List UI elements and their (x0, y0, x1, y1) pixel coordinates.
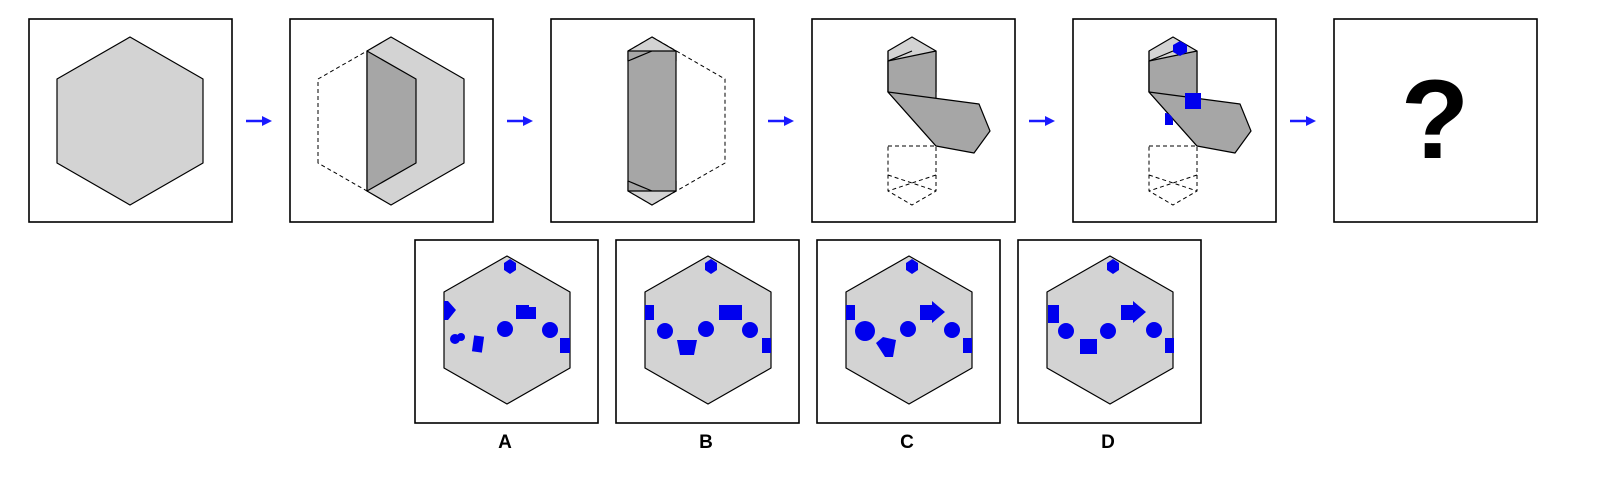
option-a-panel[interactable]: A (414, 239, 599, 453)
option-d-panel[interactable]: D (1017, 239, 1202, 453)
arrow-2 (507, 116, 533, 126)
step-4-panel (811, 18, 1016, 223)
option-b-label: B (699, 432, 713, 453)
step-1-panel (28, 18, 233, 223)
folded-flap (366, 50, 417, 192)
hexagon-hole (1173, 41, 1187, 56)
option-a-label: A (498, 432, 512, 453)
step-3-panel (550, 18, 755, 223)
folded-tail (887, 91, 991, 154)
option-d-label: D (1101, 432, 1115, 453)
option-c-label: C (900, 432, 914, 453)
step-2-panel (289, 18, 494, 223)
question-panel: ? (1333, 18, 1538, 223)
question-mark: ? (1401, 57, 1469, 182)
square-hole (1185, 93, 1201, 109)
option-b-panel[interactable]: B (615, 239, 800, 453)
option-c-panel[interactable]: C (816, 239, 1001, 453)
hexagon-paper (56, 36, 204, 206)
folded-strip (627, 50, 677, 192)
arrow-3 (768, 116, 794, 126)
semicircle-hole (1165, 113, 1173, 125)
step-5-panel (1072, 18, 1277, 223)
arrow-5 (1290, 116, 1316, 126)
arrow-4 (1029, 116, 1055, 126)
arrow-1 (246, 116, 272, 126)
